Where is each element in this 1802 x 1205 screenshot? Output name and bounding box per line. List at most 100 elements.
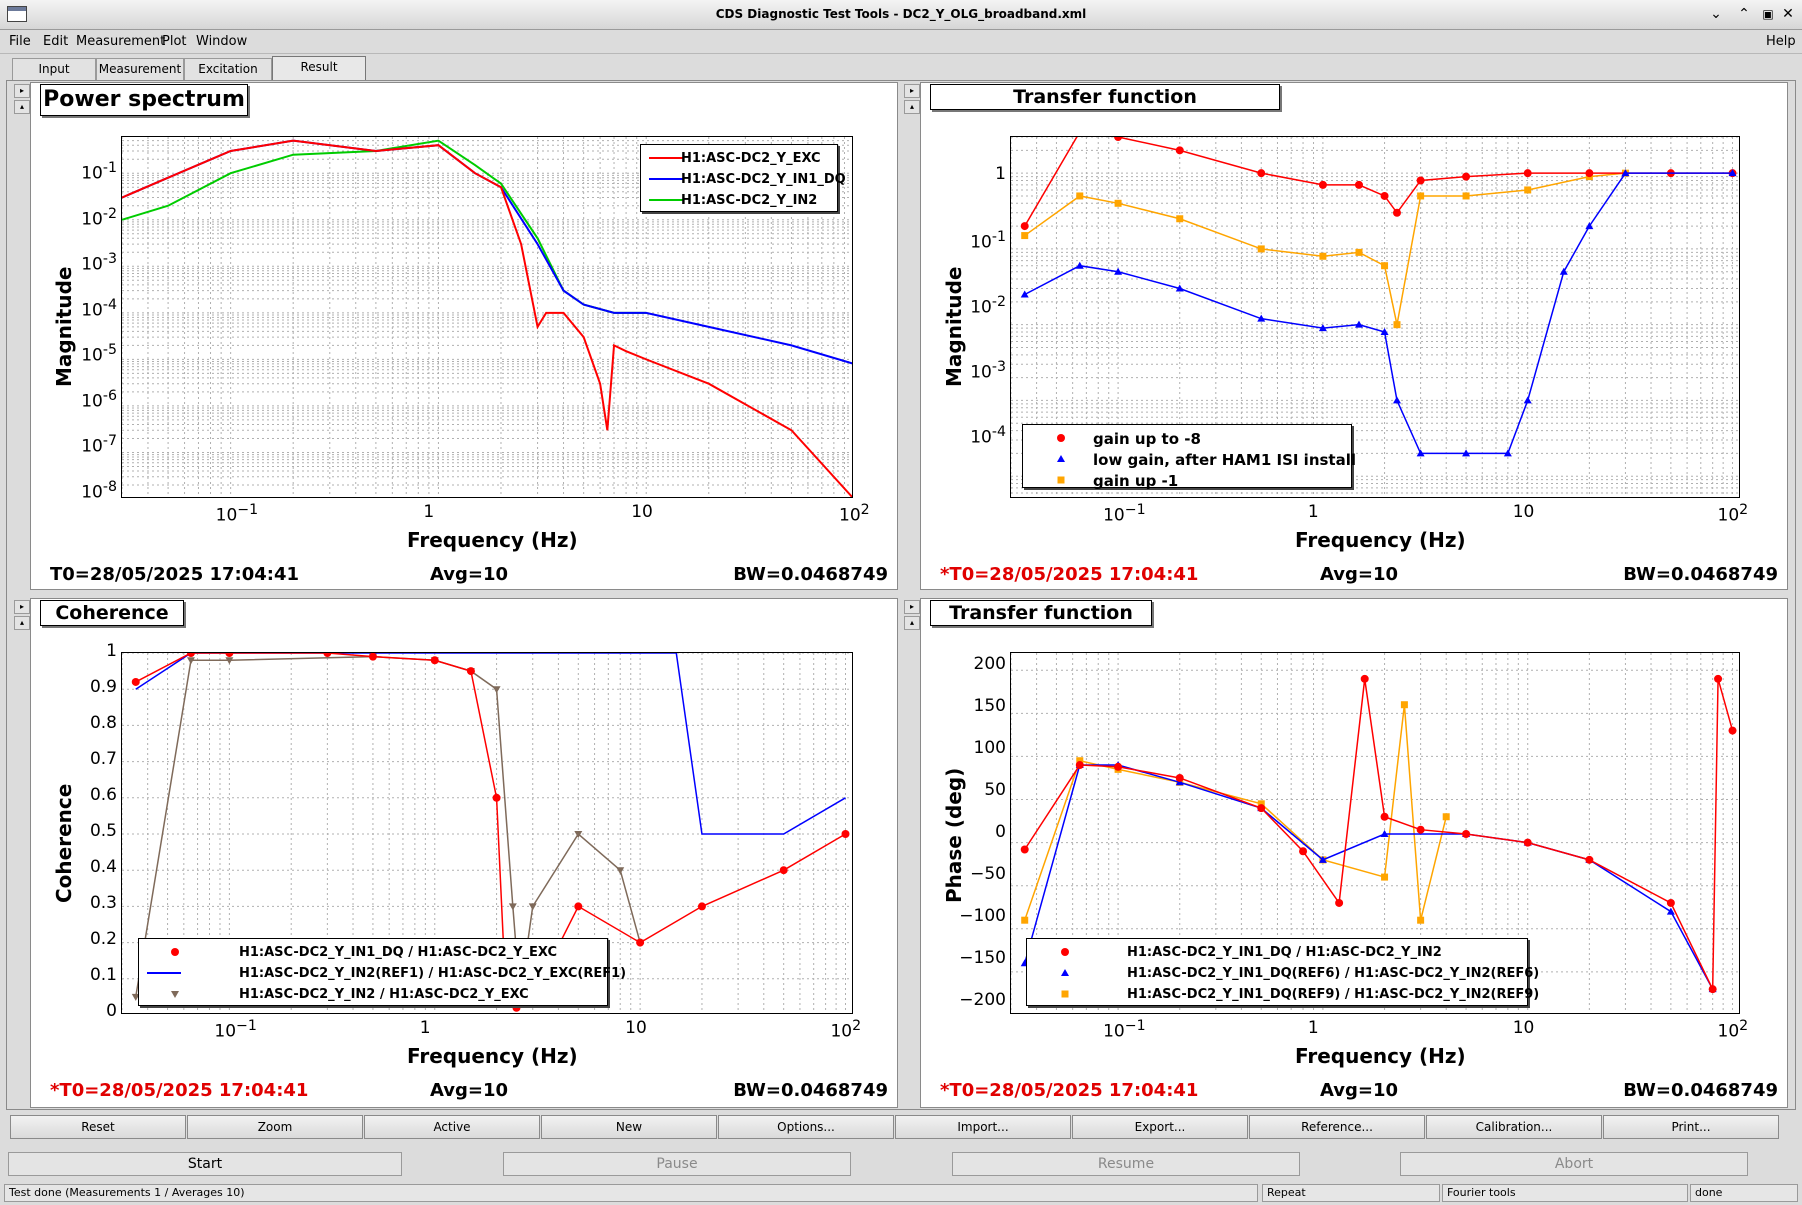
zoom-button[interactable]: Zoom <box>187 1115 363 1139</box>
series-line <box>1024 704 1447 921</box>
data-point <box>1380 812 1389 821</box>
y-tick-label: 10-1 <box>970 229 1006 253</box>
x-tick-label: 10 <box>625 1018 647 1038</box>
y-tick-label: 0.9 <box>89 677 117 697</box>
plot-title: Transfer function <box>930 600 1152 626</box>
menu-window[interactable]: Window <box>196 34 248 49</box>
tab-excitation[interactable]: Excitation <box>184 58 272 80</box>
data-point <box>186 653 195 657</box>
data-point <box>528 903 537 911</box>
maximize-icon[interactable]: ▣ <box>1762 7 1774 21</box>
data-point <box>466 667 475 676</box>
legend-label: gain up to -8 <box>1093 430 1201 448</box>
pane-expand-icon[interactable]: ▸ <box>14 600 30 614</box>
averages-label: Avg=10 <box>430 1080 509 1101</box>
y-tick-label: 0.7 <box>89 749 117 769</box>
y-tick-label: −100 <box>959 906 1006 926</box>
window-icon[interactable] <box>7 6 27 22</box>
data-point <box>1175 284 1184 292</box>
data-point <box>1318 324 1327 332</box>
menu-plot[interactable]: Plot <box>162 34 187 49</box>
start-button[interactable]: Start <box>8 1152 402 1176</box>
plot-legend[interactable]: H1:ASC-DC2_Y_IN1_DQ / H1:ASC-DC2_Y_IN2 H1… <box>1026 938 1539 1006</box>
reset-button[interactable]: Reset <box>10 1115 186 1139</box>
legend-symbol <box>645 148 685 168</box>
data-point <box>1728 169 1737 177</box>
data-point <box>368 653 377 661</box>
print-button[interactable]: Print... <box>1603 1115 1779 1139</box>
data-point <box>1585 169 1594 178</box>
minimize-icon[interactable]: ⌄ <box>1710 6 1722 22</box>
data-point <box>1714 674 1723 683</box>
data-point <box>1257 314 1266 322</box>
plot-legend[interactable]: H1:ASC-DC2_Y_IN1_DQ / H1:ASC-DC2_Y_EXC H1… <box>138 938 626 1006</box>
x-tick-label: 102 <box>1717 502 1749 526</box>
calibration-button[interactable]: Calibration... <box>1426 1115 1602 1139</box>
data-point <box>1392 396 1401 404</box>
data-point <box>779 866 788 875</box>
legend-entry: H1:ASC-DC2_Y_IN1_DQ / H1:ASC-DC2_Y_IN2 <box>1027 942 1527 964</box>
menu-measurement[interactable]: Measurement <box>76 34 166 49</box>
data-point <box>1319 252 1327 260</box>
bandwidth-label: BW=0.0468749 <box>1623 564 1778 585</box>
close-icon[interactable]: ✕ <box>1782 6 1794 22</box>
data-point <box>1400 701 1408 709</box>
status-mode: Fourier tools <box>1442 1184 1688 1202</box>
pane-collapse-icon[interactable]: ▴ <box>904 100 920 114</box>
plot-legend[interactable]: gain up to -8 low gain, after HAM1 ISI in… <box>1022 424 1356 490</box>
legend-label: H1:ASC-DC2_Y_IN2 <box>681 193 818 208</box>
y-tick-label: 10-3 <box>81 251 117 275</box>
pane-collapse-icon[interactable]: ▴ <box>14 616 30 630</box>
plot-legend[interactable]: H1:ASC-DC2_Y_EXC H1:ASC-DC2_Y_IN1_DQ H1:AS… <box>640 144 846 212</box>
plot-area[interactable] <box>121 136 853 498</box>
options-button[interactable]: Options... <box>718 1115 894 1139</box>
averages-label: Avg=10 <box>430 564 509 585</box>
y-tick-label: 0.8 <box>89 713 117 733</box>
data-point <box>841 830 850 838</box>
menu-help[interactable]: Help <box>1766 34 1796 49</box>
data-point <box>1335 898 1344 907</box>
legend-symbol <box>143 984 183 1004</box>
y-tick-label: 10-2 <box>970 294 1006 318</box>
legend-entry: H1:ASC-DC2_Y_IN2 <box>641 190 837 212</box>
y-tick-label: 10-7 <box>81 433 117 457</box>
abort-button[interactable]: Abort <box>1400 1152 1748 1176</box>
plot-canvas <box>122 653 852 1013</box>
data-point <box>1020 845 1029 854</box>
reference-button[interactable]: Reference... <box>1249 1115 1425 1139</box>
legend-label: H1:ASC-DC2_Y_IN1_DQ / H1:ASC-DC2_Y_EXC <box>239 945 558 960</box>
legend-marker <box>1057 455 1065 462</box>
pane-expand-icon[interactable]: ▸ <box>904 600 920 614</box>
tab-result[interactable]: Result <box>272 56 366 80</box>
active-button[interactable]: Active <box>364 1115 540 1139</box>
import-button[interactable]: Import... <box>895 1115 1071 1139</box>
pane-collapse-icon[interactable]: ▴ <box>904 616 920 630</box>
pane-expand-icon[interactable]: ▸ <box>904 84 920 98</box>
x-axis-label: Frequency (Hz) <box>407 528 578 552</box>
export-button[interactable]: Export... <box>1072 1115 1248 1139</box>
data-point <box>1381 262 1389 270</box>
menu-file[interactable]: File <box>9 34 31 49</box>
restore-icon[interactable]: ⌃ <box>1738 6 1750 22</box>
tab-measurement[interactable]: Measurement <box>96 58 184 80</box>
data-point <box>1076 757 1084 765</box>
pane-collapse-icon[interactable]: ▴ <box>14 100 30 114</box>
control-row: Start Pause Resume Abort <box>0 1146 1802 1178</box>
data-point <box>1354 320 1363 328</box>
menu-edit[interactable]: Edit <box>43 34 69 49</box>
x-axis-label: Frequency (Hz) <box>407 1044 578 1068</box>
y-tick-label: 10-6 <box>81 387 117 412</box>
tab-input[interactable]: Input <box>12 58 96 80</box>
y-tick-label: 10-3 <box>970 359 1006 383</box>
pause-button[interactable]: Pause <box>503 1152 851 1176</box>
pane-expand-icon[interactable]: ▸ <box>14 84 30 98</box>
data-point <box>1075 761 1084 770</box>
y-tick-label: 0 <box>995 822 1006 842</box>
new-button[interactable]: New <box>541 1115 717 1139</box>
y-tick-label: 1 <box>106 641 117 661</box>
resume-button[interactable]: Resume <box>952 1152 1300 1176</box>
legend-symbol <box>1031 942 1071 962</box>
legend-label: H1:ASC-DC2_Y_EXC <box>681 151 821 166</box>
data-point <box>1416 176 1425 185</box>
status-repeat: Repeat <box>1262 1184 1440 1202</box>
